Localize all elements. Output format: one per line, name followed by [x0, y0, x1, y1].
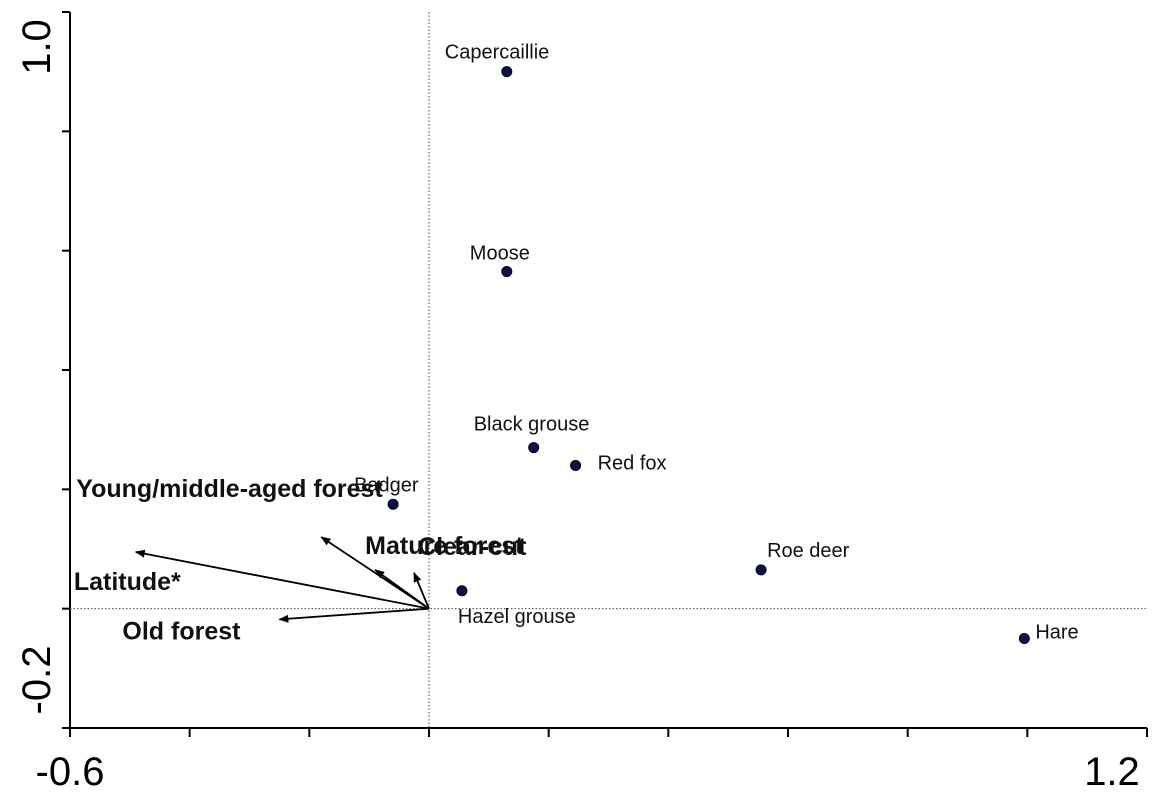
species-label-3: Red fox — [598, 452, 667, 474]
environment-vectors: Young/middle-aged forest Mature forestCle… — [74, 475, 527, 645]
zero-lines — [70, 12, 1147, 728]
species-label-1: Moose — [470, 243, 530, 265]
environment-vector-label-0: Young/middle-aged forest — [76, 475, 383, 503]
species-label-7: Hare — [1035, 622, 1078, 644]
species-points: Capercaillie Moose Black grouse Red fox Badg… — [354, 42, 1079, 644]
species-point-1 — [501, 266, 513, 278]
species-label-2: Black grouse — [474, 414, 590, 436]
y-tick-label-1: 1.0 — [15, 19, 59, 75]
species-point-5 — [755, 564, 767, 576]
species-label-6: Hazel grouse — [458, 606, 576, 628]
species-point-0 — [501, 66, 513, 78]
species-point-4 — [387, 498, 399, 510]
y-tick-label-0: -0.2 — [15, 646, 59, 715]
species-label-4: Badger — [354, 474, 419, 496]
environment-vector-label-4: Old forest — [122, 617, 241, 645]
x-tick-label-0: -0.6 — [36, 750, 105, 794]
environment-vector-2 — [413, 571, 430, 610]
environment-vector-3 — [134, 549, 430, 610]
species-point-7 — [1018, 633, 1030, 644]
environment-vector-4 — [278, 607, 430, 623]
species-label-5: Roe deer — [767, 540, 850, 562]
species-label-0: Capercaillie — [445, 42, 550, 64]
environment-vector-label-2: Clear-cut — [418, 533, 527, 561]
tick-labels: -0.6 1.2 -0.2 1.0 — [15, 19, 1140, 794]
species-point-3 — [570, 459, 582, 471]
environment-vector-1 — [374, 569, 430, 610]
environment-vector-label-3: Latitude* — [74, 568, 181, 596]
environment-vector-label-1: Mature forest — [365, 532, 524, 560]
species-point-6 — [456, 585, 468, 597]
x-tick-label-1: 1.2 — [1084, 750, 1140, 794]
species-point-2 — [528, 442, 540, 454]
